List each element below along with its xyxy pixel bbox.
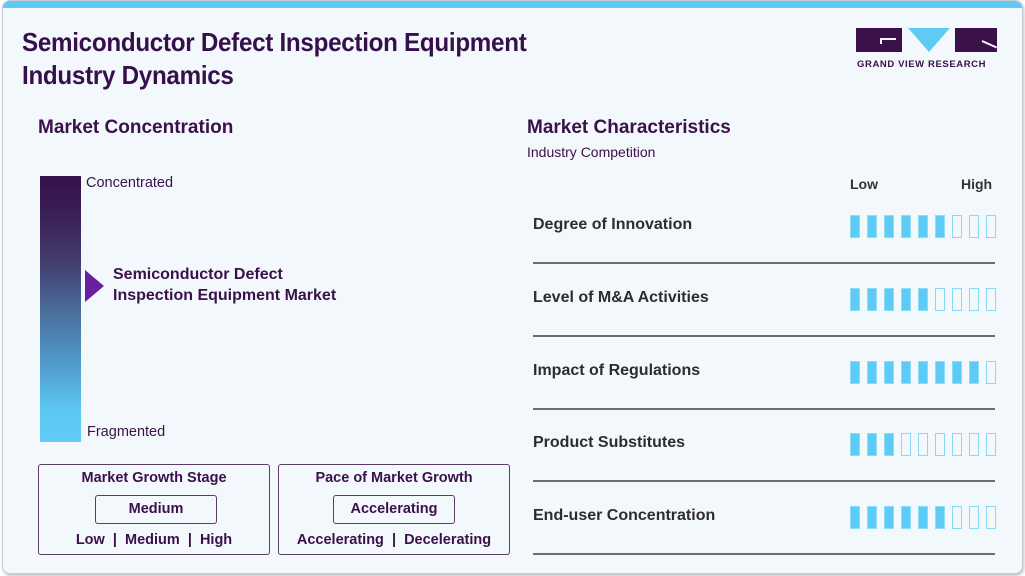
- level-bar-filled: [850, 215, 860, 238]
- title-line-2: Industry Dynamics: [22, 60, 234, 90]
- industry-competition-subtitle: Industry Competition: [527, 144, 656, 160]
- level-bar-filled: [918, 287, 928, 311]
- level-bar-filled: [884, 433, 894, 457]
- level-bar-filled: [969, 360, 979, 384]
- level-bar-empty: [986, 215, 996, 238]
- level-meter: [850, 287, 996, 311]
- level-bar-filled: [901, 287, 911, 311]
- concentrated-label: Concentrated: [86, 175, 174, 191]
- market-name-line-1: Semiconductor Defect: [113, 266, 283, 283]
- scale-high-label: High: [961, 176, 993, 192]
- characteristic-label: Impact of Regulations: [533, 361, 701, 379]
- level-bar-filled: [952, 360, 962, 384]
- level-bar-empty: [935, 433, 945, 457]
- level-bar-empty: [935, 287, 945, 311]
- level-bar-empty: [901, 433, 911, 457]
- level-meter: [850, 506, 996, 530]
- level-bar-empty: [952, 433, 962, 457]
- level-bar-filled: [850, 433, 860, 457]
- level-bar-filled: [850, 360, 860, 384]
- logo-r-block-icon: [955, 28, 997, 52]
- market-characteristics-title: Market Characteristics: [527, 117, 731, 138]
- level-meter: [850, 360, 996, 384]
- logo-g-notch: [880, 38, 896, 40]
- level-bar-empty: [969, 433, 979, 457]
- level-bar-empty: [952, 506, 962, 530]
- fragmented-label: Fragmented: [87, 424, 166, 440]
- market-name-label: Semiconductor Defect Inspection Equipmen…: [113, 264, 336, 306]
- level-meter: [850, 215, 996, 238]
- level-bar-filled: [935, 360, 945, 384]
- level-bar-filled: [884, 506, 894, 530]
- grand-view-research-logo: GRAND VIEW RESEARCH: [856, 28, 1001, 73]
- growth-pace-value: Accelerating: [333, 495, 455, 524]
- level-bar-filled: [867, 287, 877, 311]
- characteristic-label: Degree of Innovation: [533, 216, 693, 233]
- pace-of-market-growth-box: Pace of Market Growth Accelerating Accel…: [278, 464, 510, 555]
- level-bar-filled: [884, 215, 894, 238]
- level-bar-filled: [867, 433, 877, 457]
- market-name-line-2: Inspection Equipment Market: [113, 287, 337, 304]
- characteristic-label: End-user Concentration: [533, 507, 716, 525]
- level-bar-filled: [884, 360, 894, 384]
- level-bar-empty: [986, 287, 996, 311]
- characteristic-label: Level of M&A Activities: [533, 288, 709, 306]
- level-bar-filled: [867, 215, 877, 238]
- row-divider: [533, 407, 995, 410]
- level-bar-filled: [850, 287, 860, 311]
- row-divider: [533, 262, 995, 264]
- level-bar-empty: [969, 506, 979, 530]
- level-bar-empty: [969, 215, 979, 238]
- row-divider: [533, 334, 995, 337]
- logo-g-block-icon: [856, 28, 902, 52]
- level-bar-empty: [969, 287, 979, 311]
- logo-text: GRAND VIEW RESEARCH: [857, 59, 987, 70]
- level-bar-filled: [901, 215, 911, 238]
- level-bar-filled: [867, 506, 877, 530]
- accent-bar: [3, 1, 1022, 8]
- concentration-gradient-bar: [40, 176, 81, 442]
- level-bar-filled: [935, 215, 945, 238]
- scale-low-label: Low: [850, 176, 878, 192]
- market-pointer-icon: [85, 270, 104, 302]
- level-bar-filled: [884, 287, 894, 311]
- level-bar-filled: [901, 506, 911, 530]
- level-bar-empty: [986, 360, 996, 384]
- logo-g-notch-2: [880, 38, 882, 44]
- market-concentration-title: Market Concentration: [38, 117, 234, 138]
- growth-stage-options: Low | Medium | High: [75, 532, 233, 548]
- level-bar-empty: [986, 433, 996, 457]
- title-line-1: Semiconductor Defect Inspection Equipmen…: [22, 27, 527, 57]
- level-bar-filled: [850, 506, 860, 530]
- row-divider: [533, 553, 995, 556]
- level-bar-filled: [867, 360, 877, 384]
- row-divider: [533, 480, 995, 483]
- level-meter: [850, 433, 996, 457]
- level-bar-filled: [918, 506, 928, 530]
- growth-pace-title: Pace of Market Growth: [315, 470, 473, 486]
- market-growth-stage-box: Market Growth Stage Medium Low | Medium …: [38, 464, 270, 555]
- level-bar-empty: [952, 215, 962, 238]
- page-title: Semiconductor Defect Inspection Equipmen…: [22, 26, 654, 92]
- level-bar-empty: [918, 433, 928, 457]
- level-bar-filled: [935, 506, 945, 530]
- level-bar-empty: [952, 287, 962, 311]
- level-bar-filled: [918, 360, 928, 384]
- characteristic-label: Product Substitutes: [533, 434, 686, 452]
- level-bar-filled: [901, 360, 911, 384]
- growth-stage-value: Medium: [95, 495, 217, 524]
- level-bar-empty: [986, 506, 996, 530]
- level-bar-filled: [918, 215, 928, 238]
- logo-v-triangle-icon: [908, 28, 950, 52]
- growth-pace-options: Accelerating | Decelerating: [296, 532, 492, 548]
- growth-stage-title: Market Growth Stage: [81, 470, 227, 486]
